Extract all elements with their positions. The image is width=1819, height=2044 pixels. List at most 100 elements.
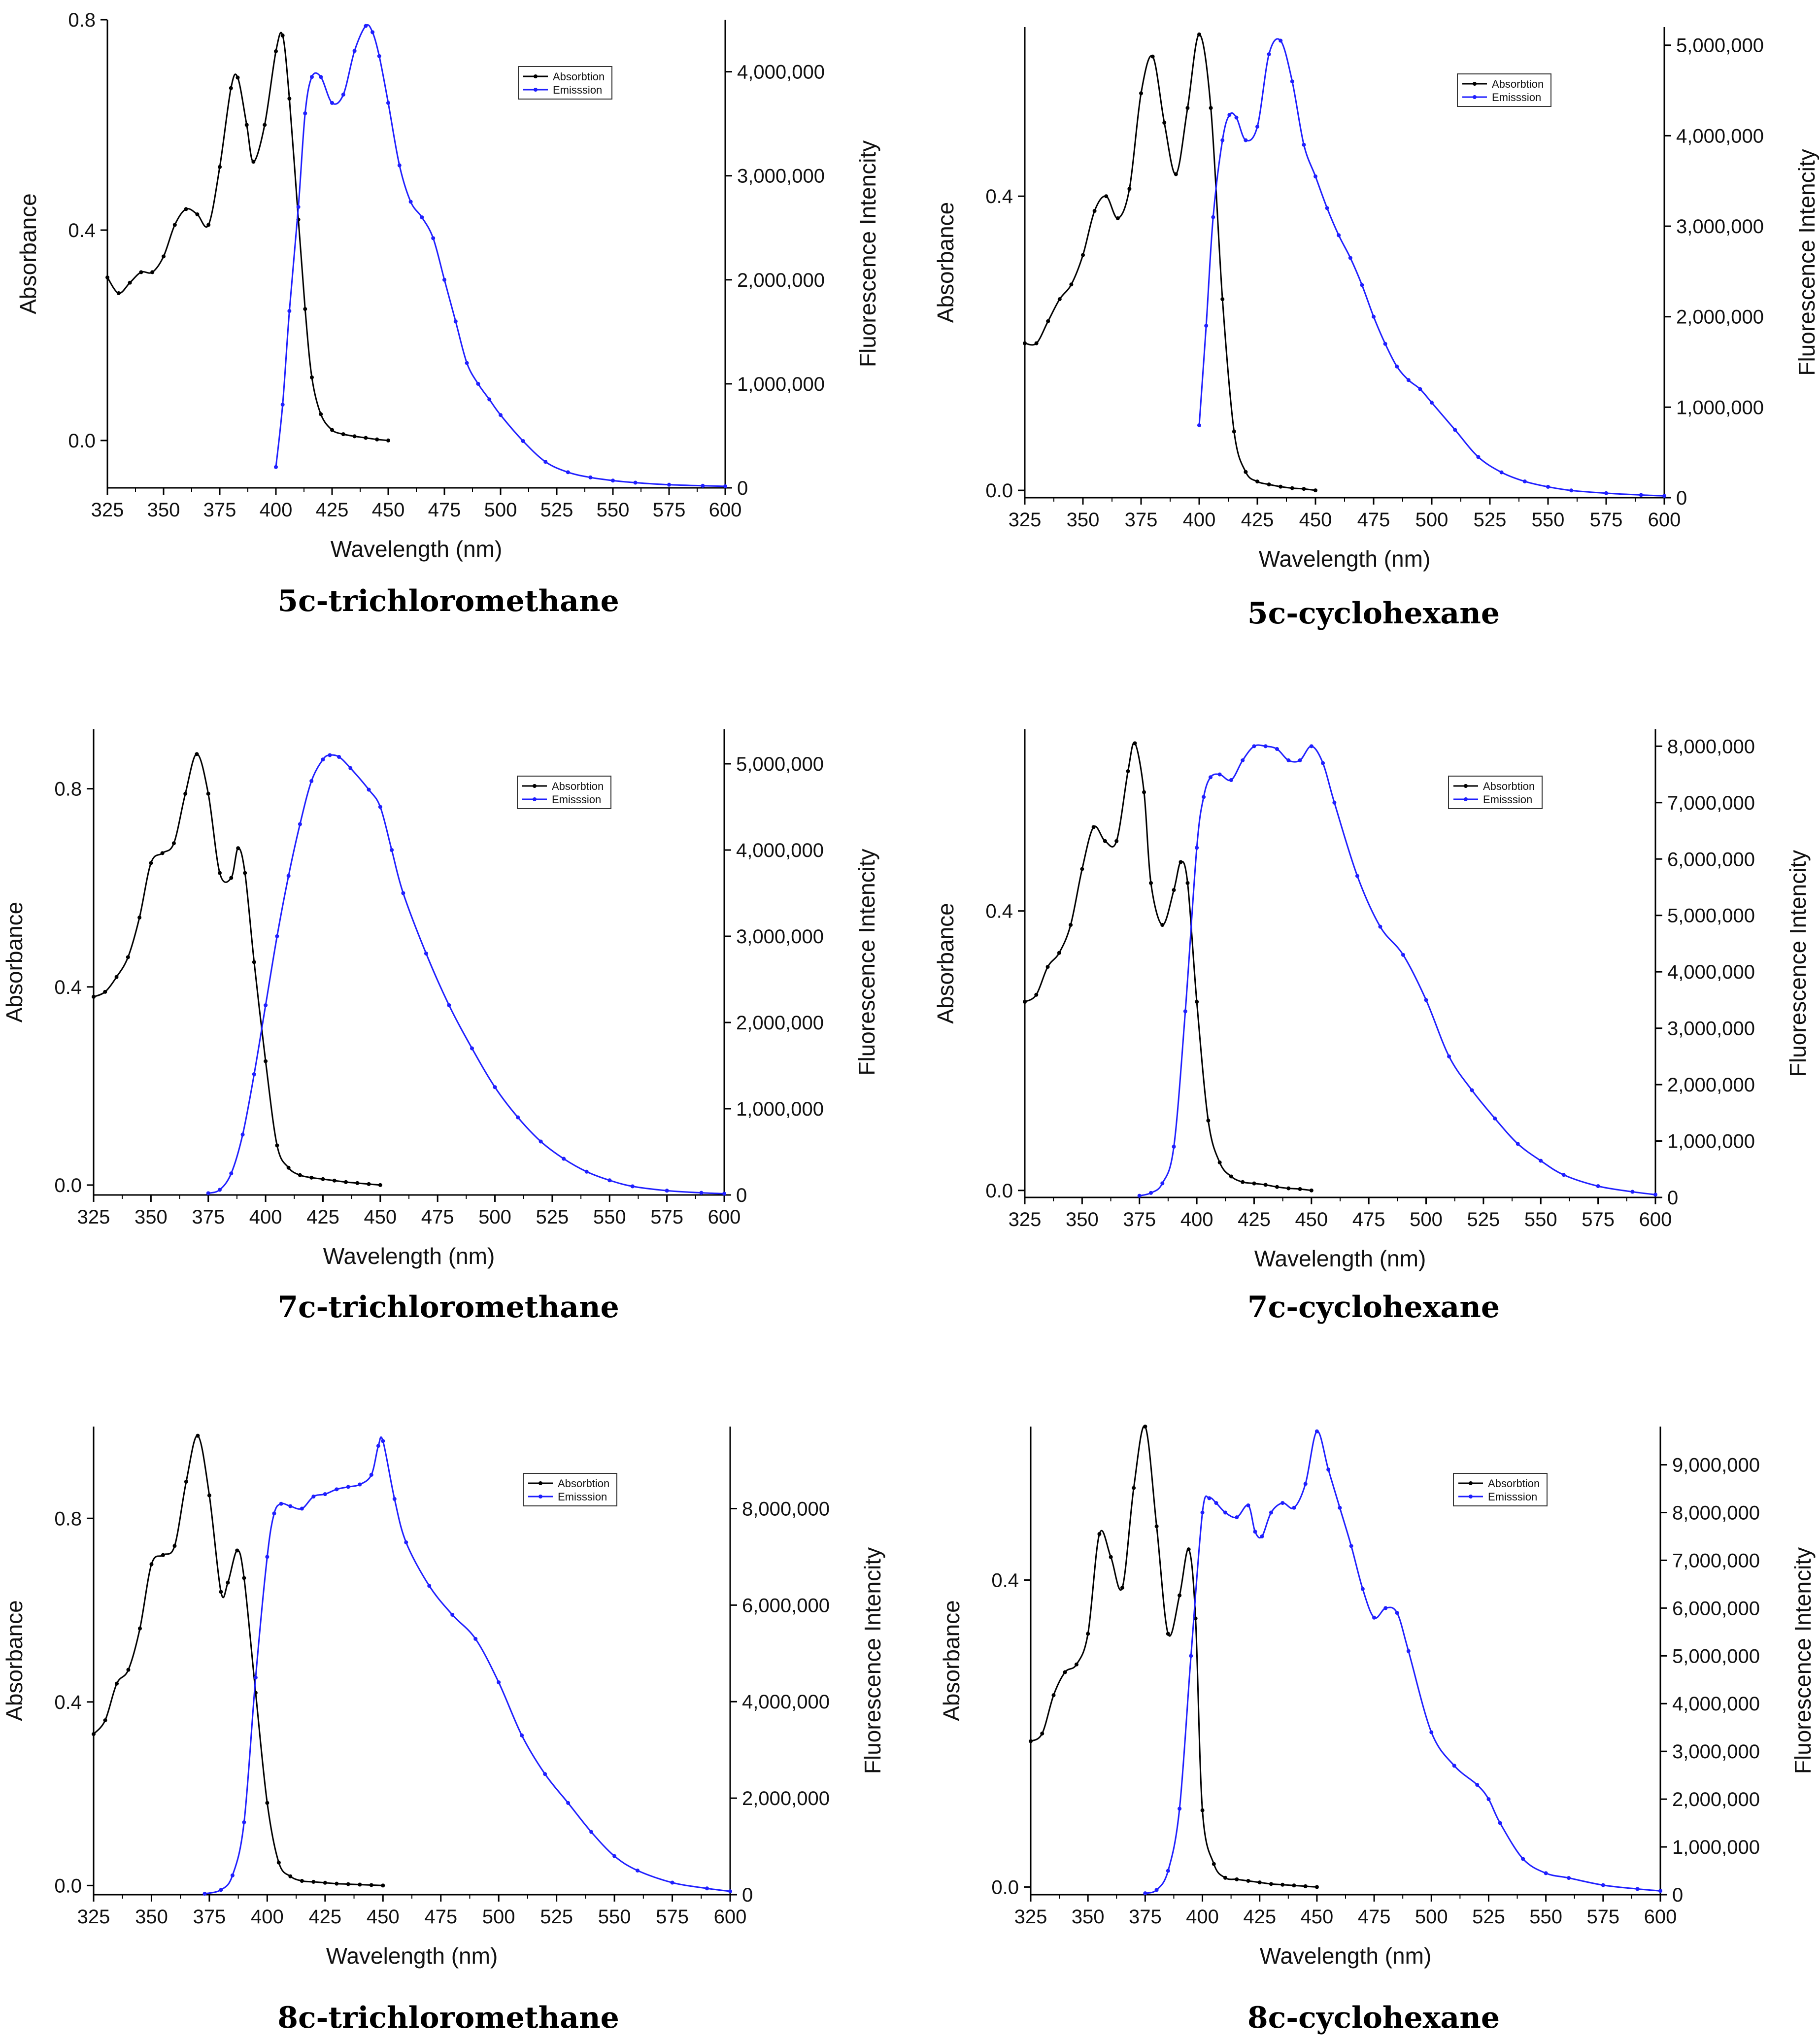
data-point-absorbtion <box>1154 1524 1159 1529</box>
legend-marker-absorbtion <box>539 1481 542 1485</box>
data-point-emisssion <box>1290 79 1294 84</box>
data-point-absorbtion <box>126 1668 131 1672</box>
data-point-emisssion <box>219 1888 223 1892</box>
data-point-emisssion <box>1406 1649 1411 1653</box>
data-point-emisssion <box>1302 142 1306 147</box>
data-point-absorbtion <box>103 1718 107 1723</box>
series-line-emisssion <box>204 1436 731 1895</box>
data-point-absorbtion <box>242 1576 246 1580</box>
data-point-absorbtion <box>274 49 278 54</box>
y2-tick-label: 1,000,000 <box>1676 397 1764 418</box>
data-point-absorbtion <box>235 1548 239 1553</box>
data-point-absorbtion <box>1232 429 1236 434</box>
x-axis-label: Wavelength (nm) <box>1259 546 1431 572</box>
y2-axis-label: Fluorescence Intencity <box>860 1547 885 1774</box>
data-point-emisssion <box>1604 491 1608 495</box>
data-point-absorbtion <box>1178 1593 1182 1598</box>
x-tick-label: 475 <box>1357 509 1390 531</box>
y2-tick-label: 7,000,000 <box>1667 792 1755 814</box>
data-point-emisssion <box>348 766 353 770</box>
data-point-emisssion <box>252 1072 256 1076</box>
data-point-emisssion <box>378 805 382 809</box>
data-point-emisssion <box>1189 1654 1193 1658</box>
x-tick-label: 550 <box>1529 1906 1562 1928</box>
y2-tick-label: 2,000,000 <box>1672 1789 1760 1810</box>
data-point-absorbtion <box>1086 1632 1090 1636</box>
y-axis-label: Absorbance <box>939 1600 964 1721</box>
data-point-absorbtion <box>1046 319 1050 323</box>
x-axis-label: Wavelength (nm) <box>323 1243 495 1269</box>
y2-tick-label: 2,000,000 <box>1667 1074 1755 1096</box>
data-point-absorbtion <box>369 1883 373 1887</box>
data-point-emisssion <box>667 482 671 487</box>
data-point-emisssion <box>230 1873 235 1877</box>
data-point-absorbtion <box>1149 881 1153 885</box>
data-point-emisssion <box>352 49 357 53</box>
data-point-emisssion <box>476 381 480 386</box>
data-point-emisssion <box>319 75 323 79</box>
chart-panel-1: 325 350 375 400 425 450 475 500 525 550 575 600 0.0 0… <box>933 27 1819 572</box>
data-point-absorbtion <box>330 428 334 432</box>
x-tick-label: 475 <box>424 1906 457 1928</box>
data-point-emisssion <box>562 1157 566 1161</box>
data-point-emisssion <box>1522 479 1527 483</box>
data-point-emisssion <box>1275 747 1279 751</box>
data-point-absorbtion <box>311 1879 316 1884</box>
data-point-absorbtion <box>1160 923 1165 927</box>
y2-tick-label: 3,000,000 <box>1672 1741 1760 1763</box>
data-point-absorbtion <box>103 989 107 994</box>
data-point-absorbtion <box>226 1580 230 1585</box>
data-point-absorbtion <box>300 1879 304 1883</box>
data-point-absorbtion <box>1252 1181 1256 1186</box>
data-point-emisssion <box>1197 423 1201 428</box>
data-point-absorbtion <box>386 438 390 443</box>
y2-tick-label: 4,000,000 <box>742 1691 830 1713</box>
x-tick-label: 600 <box>1639 1209 1672 1230</box>
data-point-emisssion <box>1337 233 1341 238</box>
data-point-absorbtion <box>375 437 379 442</box>
x-tick-label: 350 <box>135 1906 168 1928</box>
data-point-emisssion <box>1567 1876 1571 1880</box>
data-point-emisssion <box>588 475 593 479</box>
data-point-emisssion <box>470 1046 474 1051</box>
x-tick-label: 550 <box>593 1206 626 1228</box>
x-tick-label: 400 <box>1180 1209 1213 1230</box>
data-point-absorbtion <box>1246 1878 1250 1883</box>
legend-marker-absorbtion <box>533 784 537 788</box>
data-point-absorbtion <box>149 861 153 865</box>
data-point-emisssion <box>1195 846 1199 850</box>
data-point-emisssion <box>376 1444 380 1448</box>
y2-axis-label: Fluorescence Intencity <box>1790 1547 1816 1774</box>
data-point-emisssion <box>521 439 525 443</box>
x-tick-label: 600 <box>1644 1906 1677 1928</box>
y-tick-label: 0.4 <box>991 1569 1019 1591</box>
y2-tick-label: 0 <box>737 477 748 499</box>
data-point-emisssion <box>611 478 615 483</box>
data-point-absorbtion <box>1166 1632 1170 1636</box>
x-tick-label: 550 <box>597 499 630 521</box>
x-tick-label: 600 <box>714 1906 747 1928</box>
data-point-absorbtion <box>288 1874 293 1878</box>
data-point-absorbtion <box>1298 1187 1302 1191</box>
y2-tick-label: 1,000,000 <box>736 1098 824 1120</box>
data-point-absorbtion <box>1074 1662 1078 1667</box>
data-point-emisssion <box>1235 1515 1239 1520</box>
data-point-emisssion <box>1360 283 1364 287</box>
data-point-emisssion <box>1475 1783 1480 1787</box>
x-tick-label: 550 <box>598 1906 631 1928</box>
data-point-absorbtion <box>218 165 222 169</box>
data-point-absorbtion <box>264 1059 268 1063</box>
data-point-emisssion <box>275 934 279 938</box>
data-point-emisssion <box>607 1178 612 1183</box>
y2-tick-label: 5,000,000 <box>736 753 824 775</box>
data-point-emisssion <box>1246 1503 1250 1507</box>
data-point-emisssion <box>1321 761 1325 765</box>
data-point-emisssion <box>1338 1505 1342 1510</box>
x-tick-label: 425 <box>1238 1209 1271 1230</box>
data-point-emisssion <box>309 779 314 783</box>
data-point-emisssion <box>1172 1144 1176 1149</box>
data-point-absorbtion <box>276 1860 281 1865</box>
x-tick-label: 475 <box>428 499 461 521</box>
data-point-emisssion <box>516 1115 520 1120</box>
